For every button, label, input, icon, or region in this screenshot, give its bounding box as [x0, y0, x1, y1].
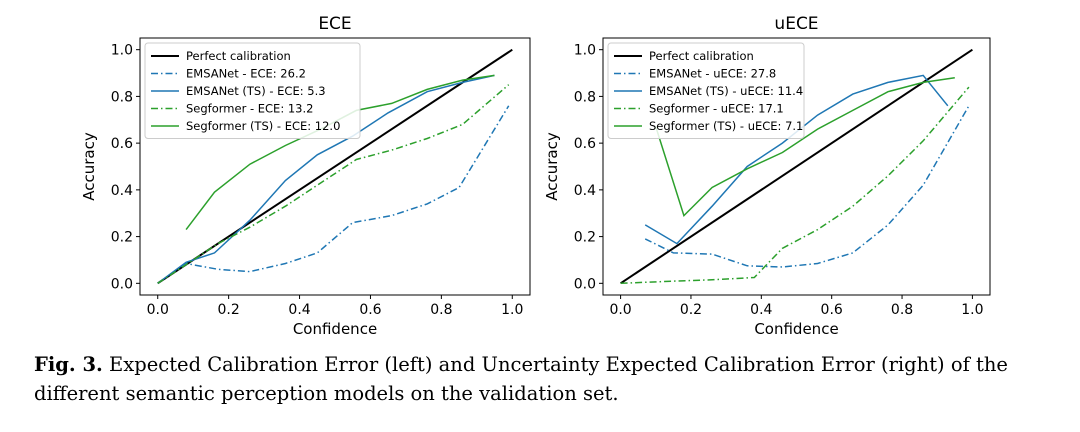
figure-charts: ECE 0.0 0.2 0.4 0.6 0.8 1.0 0.0 0.2 0.4 0.6 0.8 1.0 C…: [80, 14, 991, 338]
y-tick-label: 0.6: [111, 136, 133, 152]
x-tick-label: 0.4: [750, 302, 772, 318]
legend-entry: Segformer - ECE: 13.2: [186, 102, 313, 116]
x-tick-label: 1.0: [961, 302, 983, 318]
figure-caption: Fig. 3. Expected Calibration Error (left…: [34, 350, 1064, 408]
legend-entry: Perfect calibration: [186, 49, 291, 63]
y-tick-label: 0.0: [111, 276, 133, 292]
y-tick-label: 0.8: [111, 89, 133, 105]
x-tick-label: 0.0: [609, 302, 631, 318]
y-tick-label: 0.6: [574, 136, 596, 152]
y-axis-label: Accuracy: [80, 132, 98, 201]
y-axis-label: Accuracy: [543, 132, 561, 201]
chart-ece: ECE 0.0 0.2 0.4 0.6 0.8 1.0 0.0 0.2 0.4 0.6 0.8 1.0 C…: [80, 14, 531, 338]
x-tick-label: 0.4: [288, 302, 310, 318]
x-tick-label: 0.8: [430, 302, 452, 318]
perfect-calibration-line: [157, 48, 513, 285]
y-tick-label: 0.8: [574, 89, 596, 105]
series-line: [644, 105, 970, 268]
x-tick-label: 0.8: [891, 302, 913, 318]
x-tick-label: 1.0: [501, 302, 523, 318]
chart-uece: uECE 0.0 0.2 0.4 0.6 0.8 1.0 0.0 0.2 0.4 0.6 0.8 1.0…: [543, 14, 991, 338]
series-line: [620, 86, 970, 285]
x-axis-label: Confidence: [293, 320, 377, 338]
x-tick-label: 0.0: [147, 302, 169, 318]
chart-title: uECE: [774, 14, 818, 34]
chart-title: ECE: [318, 14, 351, 34]
legend-entry: EMSANet (TS) - ECE: 5.3: [186, 84, 326, 98]
legend-entry: Segformer (TS) - uECE: 7.1: [649, 119, 803, 133]
y-tick-label: 0.2: [111, 230, 133, 246]
legend-entry: EMSANet - uECE: 27.8: [649, 67, 776, 81]
y-tick-label: 0.2: [574, 230, 596, 246]
y-tick-label: 0.4: [574, 183, 596, 199]
x-tick-label: 0.6: [821, 302, 843, 318]
x-tick-label: 0.2: [218, 302, 240, 318]
series-line: [157, 84, 510, 284]
y-tick-label: 0.0: [574, 276, 596, 292]
x-tick-label: 0.2: [680, 302, 702, 318]
series-line: [157, 74, 495, 284]
plot-frame: [602, 37, 991, 296]
legend-entry: EMSANet (TS) - uECE: 11.4: [649, 84, 803, 98]
y-tick-label: 1.0: [574, 43, 596, 59]
series-line: [157, 105, 510, 284]
legend-box: [607, 42, 805, 139]
legend-entry: Segformer (TS) - ECE: 12.0: [186, 119, 340, 133]
x-tick-label: 0.6: [359, 302, 381, 318]
y-tick-label: 0.4: [111, 183, 133, 199]
perfect-calibration-line: [620, 48, 973, 285]
plot-frame: [139, 37, 531, 296]
y-tick-label: 1.0: [111, 43, 133, 59]
caption-text: Expected Calibration Error (left) and Un…: [34, 353, 1008, 405]
legend-entry: Segformer - uECE: 17.1: [649, 102, 784, 116]
legend-entry: Perfect calibration: [649, 49, 754, 63]
legend-entry: EMSANet - ECE: 26.2: [186, 67, 306, 81]
series-line: [655, 76, 955, 218]
x-axis-label: Confidence: [754, 320, 838, 338]
caption-label: Fig. 3.: [34, 353, 103, 376]
legend-box: [144, 42, 361, 139]
